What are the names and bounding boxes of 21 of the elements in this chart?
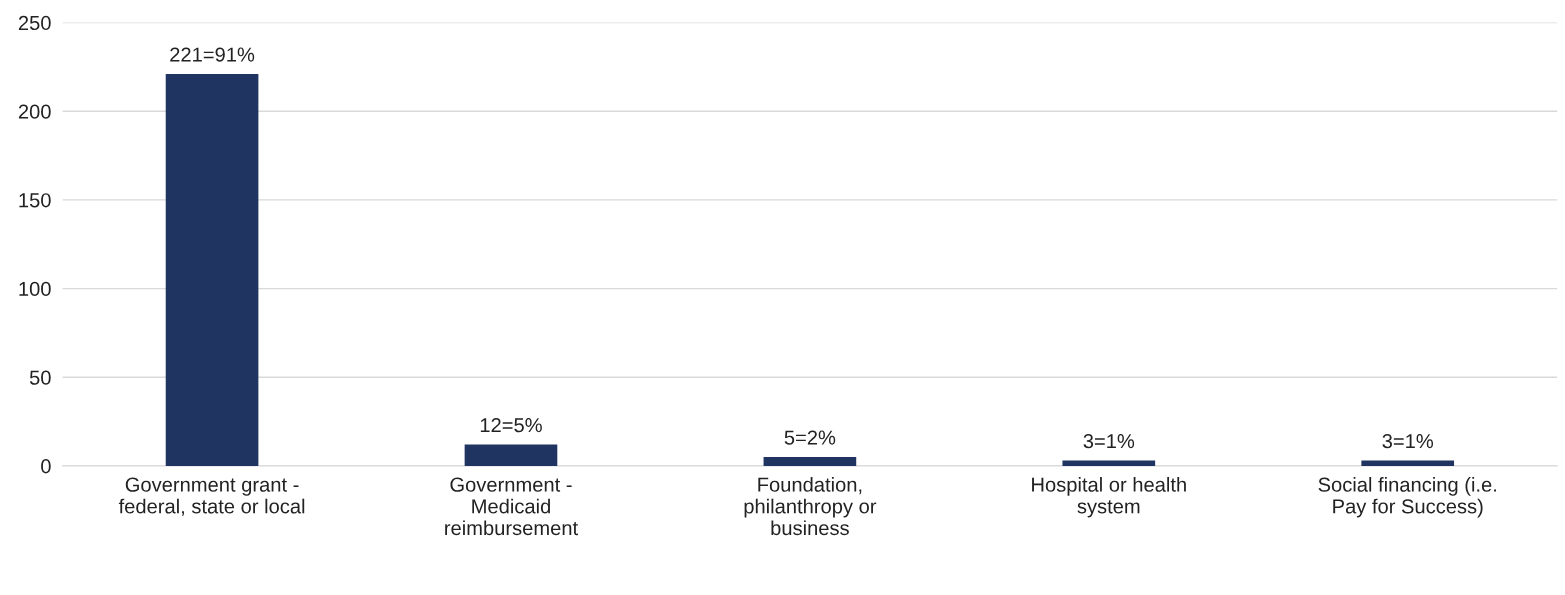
y-tick-label: 50: [29, 370, 51, 385]
bar: [763, 457, 857, 466]
data-label: 3=1%: [1382, 433, 1434, 449]
data-label: 221=91%: [170, 47, 255, 62]
y-tick-label: 200: [18, 104, 51, 119]
y-tick-label: 150: [19, 193, 51, 208]
x-tick-label: Social financing (i.e. Pay for Success): [1318, 477, 1496, 518]
data-label: 3=1%: [1083, 433, 1135, 449]
data-label: 12=5%: [480, 418, 542, 433]
x-tick-label: Government grant - federal, state or local: [118, 477, 305, 516]
bar: [464, 444, 558, 466]
x-tick-label: Hospital or health system: [1032, 477, 1186, 518]
bar: [1062, 460, 1156, 466]
bar: [1361, 460, 1455, 466]
data-label: 5=2%: [784, 430, 836, 445]
bar: [165, 74, 259, 466]
y-tick-label: 250: [18, 15, 51, 31]
x-tick-label: Government - Medicaid reimbursement: [445, 477, 578, 536]
y-tick-label: 100: [19, 281, 51, 297]
y-tick-label: 0: [41, 459, 51, 474]
x-tick-label: Foundation, philanthropy or business: [744, 477, 877, 536]
